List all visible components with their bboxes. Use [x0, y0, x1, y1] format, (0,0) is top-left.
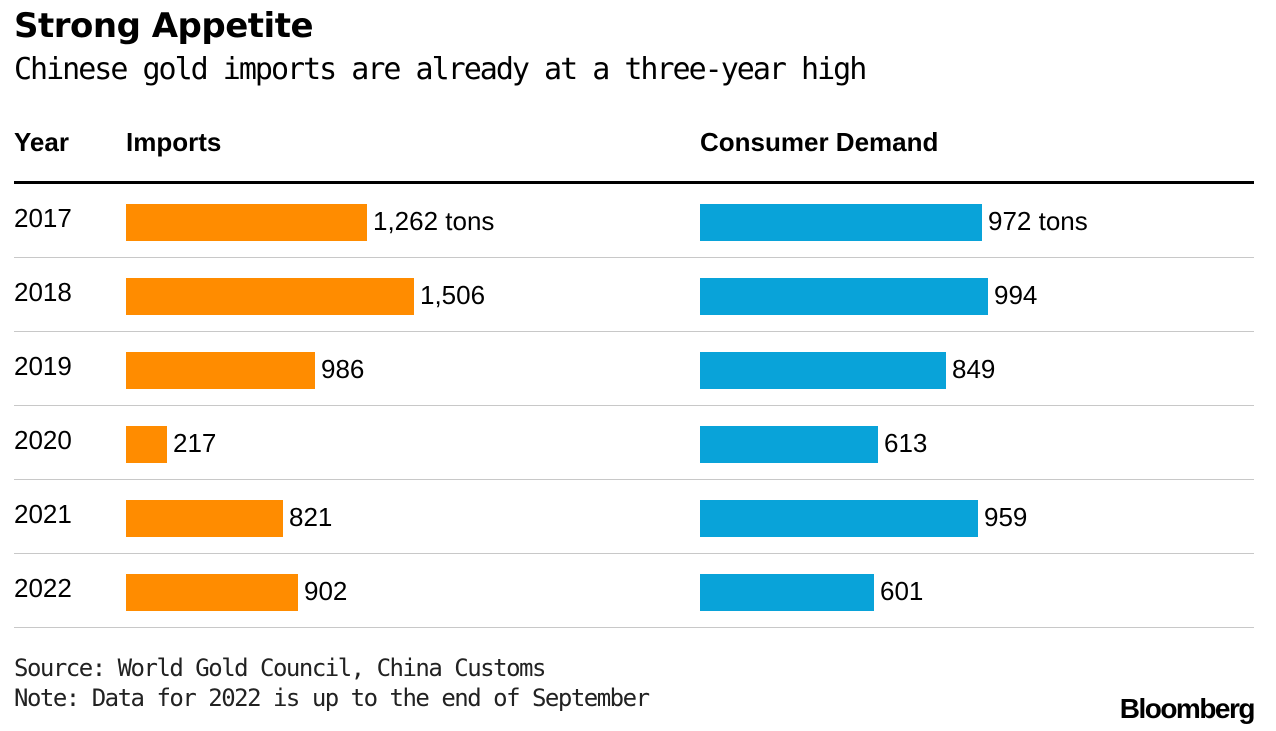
bloomberg-logo: Bloomberg — [1119, 693, 1256, 724]
imports-bar — [126, 352, 315, 389]
row-divider — [14, 405, 1254, 406]
year-label: 2017 — [14, 203, 72, 233]
imports-bar — [126, 574, 298, 611]
year-label: 2019 — [14, 351, 72, 381]
consumer-demand-bar — [700, 352, 946, 389]
year-label: 2018 — [14, 277, 72, 307]
imports-bar — [126, 204, 367, 241]
imports-value-label: 217 — [173, 428, 217, 458]
row-divider — [14, 627, 1254, 628]
consumer-demand-column-header: Consumer Demand — [700, 127, 939, 157]
imports-value-label: 902 — [304, 576, 348, 606]
year-label: 2022 — [14, 573, 72, 603]
imports-bar — [126, 426, 167, 463]
header-rule — [14, 181, 1254, 184]
year-label: 2020 — [14, 425, 72, 455]
imports-bar — [126, 278, 414, 315]
consumer-demand-value-label: 601 — [880, 576, 924, 606]
imports-value-label: 986 — [321, 354, 365, 384]
consumer-demand-value-label: 613 — [884, 428, 928, 458]
row-divider — [14, 479, 1254, 480]
imports-value-label: 1,262 tons — [373, 206, 495, 236]
consumer-demand-value-label: 994 — [994, 280, 1038, 310]
year-label: 2021 — [14, 499, 72, 529]
row-divider — [14, 553, 1254, 554]
year-column-header: Year — [14, 127, 69, 157]
consumer-demand-value-label: 959 — [984, 502, 1028, 532]
imports-column-header: Imports — [126, 127, 222, 157]
chart-subtitle: Chinese gold imports are already at a th… — [14, 52, 867, 87]
data-note: Note: Data for 2022 is up to the end of … — [14, 684, 650, 712]
consumer-demand-bar — [700, 204, 982, 241]
consumer-demand-value-label: 972 tons — [988, 206, 1088, 236]
row-divider — [14, 331, 1254, 332]
consumer-demand-value-label: 849 — [952, 354, 996, 384]
row-divider — [14, 257, 1254, 258]
source-note: Source: World Gold Council, China Custom… — [14, 654, 546, 682]
imports-value-label: 1,506 — [420, 280, 486, 310]
consumer-demand-bar — [700, 574, 874, 611]
chart-title: Strong Appetite — [14, 6, 314, 46]
consumer-demand-bar — [700, 500, 978, 537]
consumer-demand-bar — [700, 278, 988, 315]
imports-value-label: 821 — [289, 502, 333, 532]
consumer-demand-bar — [700, 426, 878, 463]
imports-bar — [126, 500, 283, 537]
